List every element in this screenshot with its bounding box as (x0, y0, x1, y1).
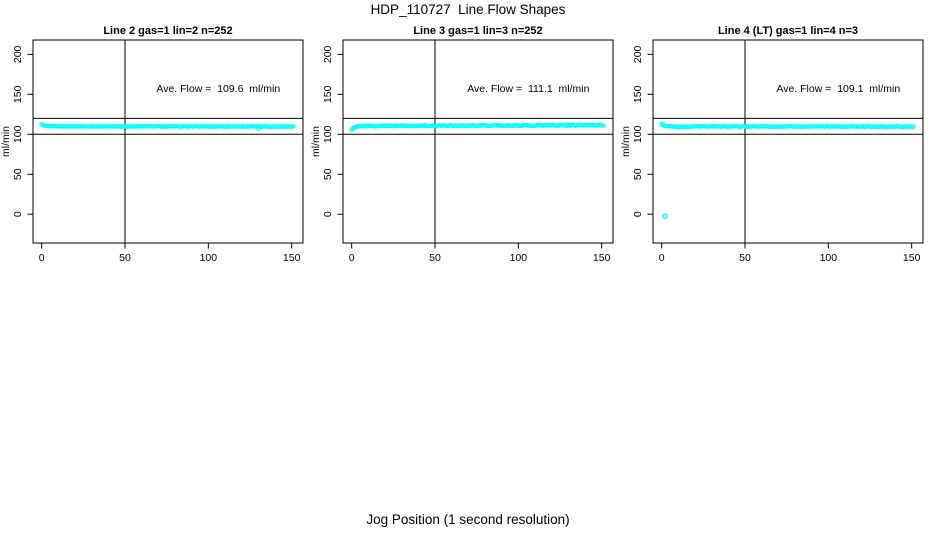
data-point (291, 124, 296, 129)
y-axis-label: ml/min (310, 126, 322, 157)
x-tick-label: 0 (659, 252, 665, 264)
chart-line-4-lt: Line 4 (LT) gas=1 lin=4 n=3 0 50 100 150 0 50 1… (620, 25, 924, 264)
y-tick-label: 50 (12, 168, 24, 180)
data-point (911, 124, 916, 130)
y-tick-label: 200 (632, 45, 644, 63)
y-tick-label: 150 (632, 85, 644, 103)
y-tick-label: 100 (12, 125, 24, 143)
x-tick-label: 100 (510, 252, 528, 264)
figure-title: HDP_110727 Line Flow Shapes (370, 2, 566, 17)
plot-box (32, 39, 304, 244)
ave-flow-annotation: Ave. Flow = 109.6 ml/min (156, 83, 280, 95)
y-tick-label: 50 (322, 168, 334, 180)
chart-title: Line 4 (LT) gas=1 lin=4 n=3 (718, 25, 858, 37)
x-tick-label: 0 (349, 252, 355, 264)
y-tick-label: 0 (632, 211, 644, 217)
y-tick-label: 150 (322, 85, 334, 103)
x-tick-label: 100 (200, 252, 218, 264)
x-tick-label: 100 (820, 252, 838, 264)
plot-box (342, 39, 614, 244)
x-tick-label: 50 (429, 252, 441, 264)
x-tick-label: 150 (593, 252, 611, 264)
x-tick-label: 50 (119, 252, 131, 264)
y-tick-label: 50 (632, 168, 644, 180)
outlier-point (255, 125, 262, 131)
outer-x-axis-label: Jog Position (1 second resolution) (366, 512, 570, 527)
y-axis-label: ml/min (620, 126, 632, 157)
y-axis-label: ml/min (0, 126, 12, 157)
ave-flow-annotation: Ave. Flow = 109.1 ml/min (776, 83, 900, 95)
y-tick-label: 200 (12, 45, 24, 63)
x-tick-label: 150 (903, 252, 921, 264)
x-tick-label: 150 (283, 252, 301, 264)
x-tick-label: 50 (739, 252, 751, 264)
chart-title: Line 2 gas=1 lin=2 n=252 (103, 25, 232, 37)
y-tick-label: 200 (322, 45, 334, 63)
y-tick-label: 0 (322, 211, 334, 217)
y-tick-label: 0 (12, 211, 24, 217)
y-tick-label: 150 (12, 85, 24, 103)
chart-title: Line 3 gas=1 lin=3 n=252 (413, 25, 542, 37)
ave-flow-annotation: Ave. Flow = 111.1 ml/min (467, 83, 589, 95)
data-point (289, 124, 294, 129)
chart-line-2: Line 2 gas=1 lin=2 n=252 0 50 100 150 0 50 100 1… (0, 25, 304, 264)
y-tick-label: 100 (632, 125, 644, 143)
outlier-point (662, 213, 668, 220)
chart-line-3: Line 3 gas=1 lin=3 n=252 0 50 100 150 0 50 100 1… (310, 25, 614, 264)
x-tick-label: 0 (39, 252, 45, 264)
plot-box (652, 39, 924, 244)
data-point (601, 123, 606, 128)
y-tick-label: 100 (322, 125, 334, 143)
